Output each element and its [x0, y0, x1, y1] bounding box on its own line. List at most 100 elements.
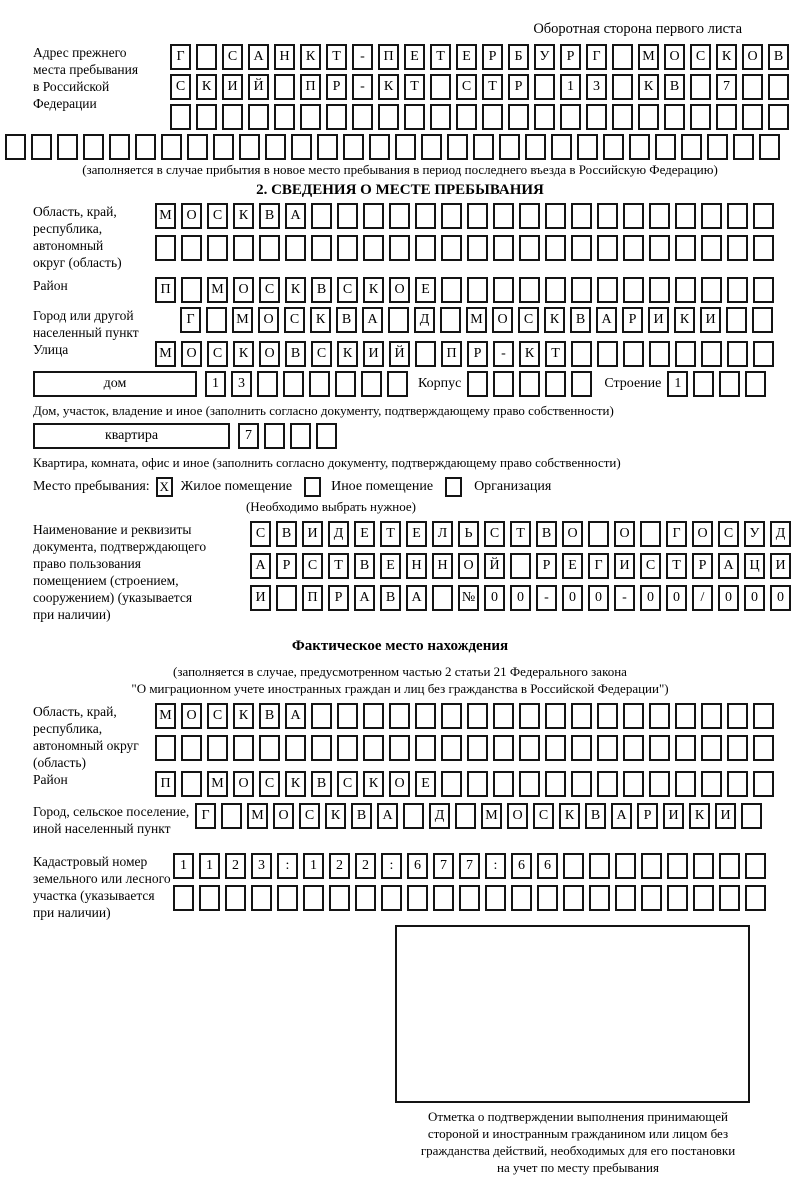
char-box[interactable]: О [181, 341, 202, 367]
char-box[interactable]: 7 [716, 74, 737, 100]
char-box[interactable] [316, 423, 337, 449]
char-box[interactable]: 6 [407, 853, 428, 879]
char-box[interactable] [161, 134, 182, 160]
char-box[interactable] [675, 771, 696, 797]
char-box[interactable]: № [458, 585, 479, 611]
char-box[interactable]: И [250, 585, 271, 611]
char-box[interactable] [337, 703, 358, 729]
char-box[interactable]: О [258, 307, 279, 333]
char-box[interactable] [560, 104, 581, 130]
char-box[interactable] [753, 735, 774, 761]
char-box[interactable]: - [352, 74, 373, 100]
char-box[interactable]: С [299, 803, 320, 829]
char-box[interactable]: К [337, 341, 358, 367]
char-box[interactable]: О [664, 44, 685, 70]
char-box[interactable] [597, 277, 618, 303]
char-box[interactable] [638, 104, 659, 130]
char-box[interactable]: С [456, 74, 477, 100]
char-box[interactable] [733, 134, 754, 160]
char-box[interactable] [388, 307, 409, 333]
char-box[interactable] [415, 341, 436, 367]
char-box[interactable] [742, 104, 763, 130]
char-box[interactable] [623, 703, 644, 729]
char-box[interactable] [571, 235, 592, 261]
char-box[interactable]: 1 [173, 853, 194, 879]
char-box[interactable] [459, 885, 480, 911]
char-box[interactable]: С [207, 341, 228, 367]
char-box[interactable]: М [638, 44, 659, 70]
char-box[interactable] [629, 134, 650, 160]
char-box[interactable] [170, 104, 191, 130]
char-box[interactable] [311, 703, 332, 729]
char-box[interactable]: М [247, 803, 268, 829]
char-box[interactable]: : [381, 853, 402, 879]
char-box[interactable] [519, 735, 540, 761]
char-box[interactable] [493, 735, 514, 761]
char-box[interactable]: В [259, 203, 280, 229]
char-box[interactable] [31, 134, 52, 160]
char-box[interactable]: С [484, 521, 505, 547]
char-box[interactable] [597, 203, 618, 229]
char-box[interactable] [467, 735, 488, 761]
char-box[interactable] [571, 735, 592, 761]
char-box[interactable] [187, 134, 208, 160]
char-box[interactable] [640, 521, 661, 547]
char-box[interactable]: 2 [329, 853, 350, 879]
char-box[interactable] [303, 885, 324, 911]
char-box[interactable] [207, 735, 228, 761]
char-box[interactable] [577, 134, 598, 160]
char-box[interactable] [701, 735, 722, 761]
char-box[interactable] [207, 235, 228, 261]
char-box[interactable]: Е [380, 553, 401, 579]
char-box[interactable]: 1 [667, 371, 689, 397]
char-box[interactable] [768, 74, 789, 100]
char-box[interactable] [222, 104, 243, 130]
char-box[interactable] [649, 703, 670, 729]
char-box[interactable]: 0 [666, 585, 687, 611]
char-box[interactable] [239, 134, 260, 160]
char-box[interactable] [181, 235, 202, 261]
char-box[interactable] [753, 203, 774, 229]
char-box[interactable]: К [674, 307, 695, 333]
char-box[interactable]: О [507, 803, 528, 829]
char-box[interactable] [519, 771, 540, 797]
checkbox-zhiloe[interactable]: X [155, 477, 173, 497]
char-box[interactable]: О [458, 553, 479, 579]
char-box[interactable] [135, 134, 156, 160]
char-box[interactable]: / [692, 585, 713, 611]
char-box[interactable]: М [155, 703, 176, 729]
char-box[interactable] [274, 104, 295, 130]
char-box[interactable] [199, 885, 220, 911]
char-box[interactable] [467, 771, 488, 797]
char-box[interactable]: 0 [770, 585, 791, 611]
char-box[interactable] [589, 885, 610, 911]
char-box[interactable] [545, 703, 566, 729]
char-box[interactable] [745, 853, 766, 879]
char-box[interactable]: Ь [458, 521, 479, 547]
char-box[interactable] [623, 277, 644, 303]
char-box[interactable]: Т [380, 521, 401, 547]
char-box[interactable]: К [233, 203, 254, 229]
char-box[interactable]: И [302, 521, 323, 547]
char-box[interactable] [441, 235, 462, 261]
char-box[interactable]: П [441, 341, 462, 367]
char-box[interactable]: К [300, 44, 321, 70]
char-box[interactable]: С [222, 44, 243, 70]
char-box[interactable] [615, 853, 636, 879]
char-box[interactable] [545, 203, 566, 229]
char-box[interactable] [285, 235, 306, 261]
char-box[interactable]: В [259, 703, 280, 729]
char-box[interactable] [355, 885, 376, 911]
char-box[interactable]: У [534, 44, 555, 70]
char-box[interactable]: К [519, 341, 540, 367]
char-box[interactable] [225, 885, 246, 911]
char-box[interactable] [612, 104, 633, 130]
char-box[interactable] [421, 134, 442, 160]
char-box[interactable]: Р [560, 44, 581, 70]
char-box[interactable] [369, 134, 390, 160]
char-box[interactable]: : [277, 853, 298, 879]
char-box[interactable] [759, 134, 780, 160]
char-box[interactable]: Р [276, 553, 297, 579]
char-box[interactable] [675, 235, 696, 261]
char-box[interactable]: Б [508, 44, 529, 70]
